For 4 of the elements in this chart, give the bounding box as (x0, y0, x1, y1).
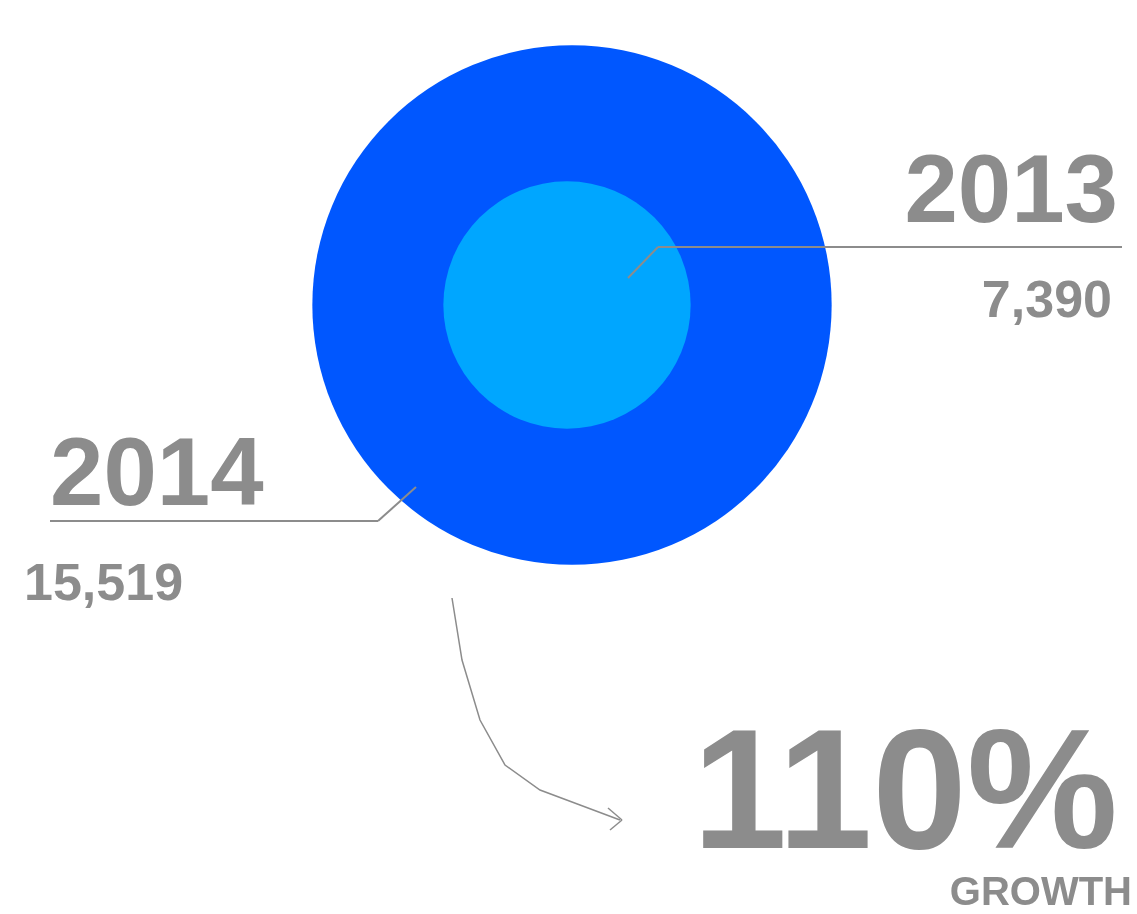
data-label: 15,519 (24, 553, 184, 611)
category-label: 2013 (904, 135, 1118, 242)
data-label: 7,390 (981, 270, 1112, 328)
category-label: 2014 (50, 418, 264, 525)
